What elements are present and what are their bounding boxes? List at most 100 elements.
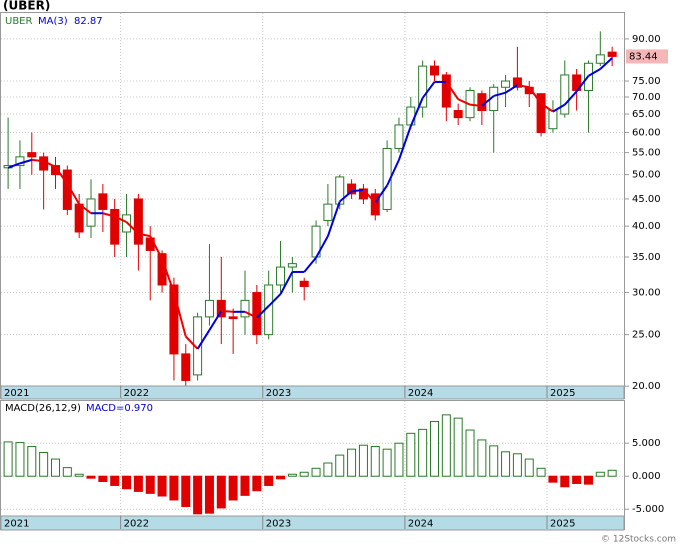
- macd-bar: [15, 442, 25, 477]
- ma-segment: [149, 235, 163, 260]
- macd-bar: [595, 471, 605, 477]
- year-band: [0, 515, 625, 531]
- y-tick-label: 55.00: [632, 148, 661, 159]
- macd-bar: [98, 475, 108, 482]
- ma-segment: [19, 158, 33, 165]
- ma-segment: [267, 293, 282, 307]
- candle-body: [512, 77, 522, 88]
- macd-bar: [252, 475, 262, 492]
- macd-bar: [536, 467, 546, 477]
- y-tick-label: 65.00: [632, 109, 661, 120]
- x-tick-label: 2021: [4, 388, 29, 399]
- candle-body: [74, 203, 84, 233]
- candle-body: [299, 280, 309, 287]
- macd-bar: [240, 475, 250, 496]
- y-tick-label: 60.00: [632, 128, 661, 139]
- macd-bar: [453, 417, 463, 477]
- ma-segment: [386, 159, 400, 186]
- ma-segment: [564, 90, 578, 106]
- ma-segment: [505, 84, 518, 94]
- ma-segment: [256, 305, 270, 319]
- ma-segment: [279, 271, 294, 295]
- macd-bar: [193, 475, 203, 515]
- ma-segment: [445, 81, 460, 100]
- macd-bar: [86, 475, 96, 479]
- candle-body: [347, 183, 357, 195]
- x-tick-label: 2024: [408, 519, 433, 530]
- candle-body: [560, 74, 570, 115]
- ma-segment: [125, 221, 140, 235]
- candle-body: [406, 106, 416, 126]
- macd-bar: [501, 451, 511, 477]
- macd-bar: [287, 473, 297, 477]
- ma-segment: [138, 232, 151, 238]
- ma-segment: [78, 203, 92, 215]
- candle-body: [110, 208, 120, 245]
- candle-body: [169, 284, 179, 355]
- ma-segment: [326, 201, 341, 237]
- y-tick-label: 35.00: [632, 252, 661, 263]
- ma-segment: [161, 258, 175, 293]
- candle-body: [477, 93, 487, 112]
- ma-segment: [102, 212, 115, 218]
- ma-segment: [7, 162, 21, 169]
- chart-title: (UBER): [3, 0, 50, 13]
- macd-bar: [477, 439, 487, 477]
- candle-body: [50, 165, 60, 176]
- macd-bar: [204, 475, 214, 514]
- ma-segment: [587, 68, 601, 77]
- ma-segment: [493, 91, 506, 97]
- last-price-box: [626, 49, 668, 64]
- y-tick-label: -5.000: [632, 504, 664, 515]
- macd-bar: [465, 429, 475, 477]
- macd-bar: [133, 475, 143, 492]
- macd-bar: [62, 467, 72, 477]
- legend-symbol: UBER: [5, 16, 32, 27]
- candle-body: [27, 152, 37, 158]
- candle-body: [370, 193, 380, 216]
- candle-body: [394, 124, 404, 149]
- candle-body: [228, 316, 238, 320]
- macd-bar: [560, 475, 570, 488]
- legend-ma-value: 82.87: [74, 16, 103, 27]
- macd-bar: [512, 453, 522, 477]
- y-tick-label: 20.00: [632, 381, 661, 392]
- watermark: © 12Stocks.com: [601, 535, 676, 545]
- candle-body: [453, 110, 463, 119]
- candle-body: [181, 353, 191, 381]
- candle-body: [418, 65, 428, 108]
- candle-body: [536, 93, 546, 134]
- y-tick-label: 0.000: [632, 471, 661, 482]
- macd-bar: [145, 475, 155, 494]
- macd-bar: [157, 475, 167, 497]
- macd-bar: [311, 467, 321, 477]
- macd-bar: [489, 445, 499, 477]
- macd-bar: [74, 473, 84, 477]
- macd-bar: [110, 475, 120, 486]
- ma-segment: [528, 86, 542, 105]
- y-tick-label: 50.00: [632, 170, 661, 181]
- macd-bar: [50, 458, 60, 477]
- candle-body: [98, 193, 108, 210]
- macd-bar: [607, 469, 617, 477]
- last-price-label: 83.44: [629, 51, 658, 62]
- macd-bar: [276, 475, 286, 480]
- ma-segment: [43, 160, 56, 168]
- ma-segment: [315, 235, 329, 259]
- candle-body: [240, 299, 250, 318]
- candle-body: [323, 203, 333, 221]
- ma-segment: [540, 102, 554, 113]
- macd-bar: [27, 446, 37, 477]
- macd-bar: [524, 458, 534, 477]
- macd-bar: [406, 432, 416, 477]
- ma-segment: [362, 189, 377, 204]
- candle-body: [133, 198, 143, 245]
- ma-segment: [351, 188, 364, 193]
- macd-bar: [382, 448, 392, 477]
- y-tick-label: 45.00: [632, 194, 661, 205]
- macd-bar: [347, 448, 357, 477]
- macd-bar: [299, 471, 309, 477]
- ma-segment: [398, 125, 412, 161]
- ma-segment: [457, 98, 471, 106]
